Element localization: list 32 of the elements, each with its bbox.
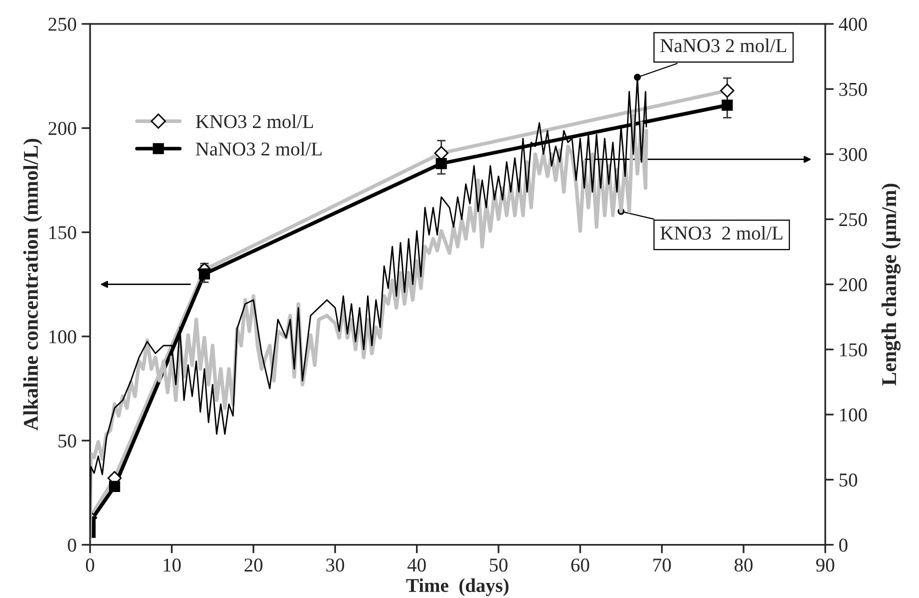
- x-tick-label: 40: [407, 558, 426, 572]
- y2-tick-label: 100: [840, 408, 867, 422]
- y2-axis-title: Length change (µm/m): [882, 184, 901, 386]
- x-axis-title: Time (days): [406, 578, 508, 596]
- y-axis-title: Alkaline concentration (mmol/L): [23, 138, 42, 431]
- x-tick-label: 80: [734, 558, 753, 572]
- legend-label: KNO3 2 mol/L: [196, 114, 313, 128]
- y2-tick-label: 350: [839, 82, 867, 96]
- y-tick-label: 200: [48, 122, 76, 136]
- y-tick-label: 0: [68, 538, 76, 552]
- y2-tick-label: 250: [839, 213, 867, 226]
- x-tick-label: 90: [816, 558, 834, 572]
- y-tick-label: 50: [58, 434, 76, 448]
- y-tick-label: 250: [48, 18, 76, 31]
- x-tick-label: 70: [653, 558, 671, 572]
- x-tick-label: 60: [571, 558, 590, 572]
- x-tick-label: 0: [86, 558, 94, 572]
- x-tick-label: 50: [490, 558, 508, 572]
- x-tick-label: 30: [326, 558, 344, 572]
- y2-tick-label: 50: [840, 473, 858, 487]
- y2-tick-label: 200: [839, 278, 867, 292]
- x-tick-label: 20: [244, 558, 262, 572]
- y-tick-label: 150: [49, 226, 76, 240]
- legend-label: NaNO3 2 mol/L: [196, 142, 322, 156]
- annotation: KNO3 2 mol/L: [660, 226, 782, 240]
- annotation: NaNO3 2 mol/L: [660, 38, 786, 52]
- y2-tick-label: 0: [839, 538, 848, 552]
- y2-tick-label: 150: [840, 343, 867, 356]
- y2-tick-label: 300: [839, 148, 867, 162]
- y2-tick-label: 400: [838, 18, 867, 31]
- y-tick-label: 100: [49, 330, 76, 344]
- x-tick-label: 10: [164, 558, 181, 572]
